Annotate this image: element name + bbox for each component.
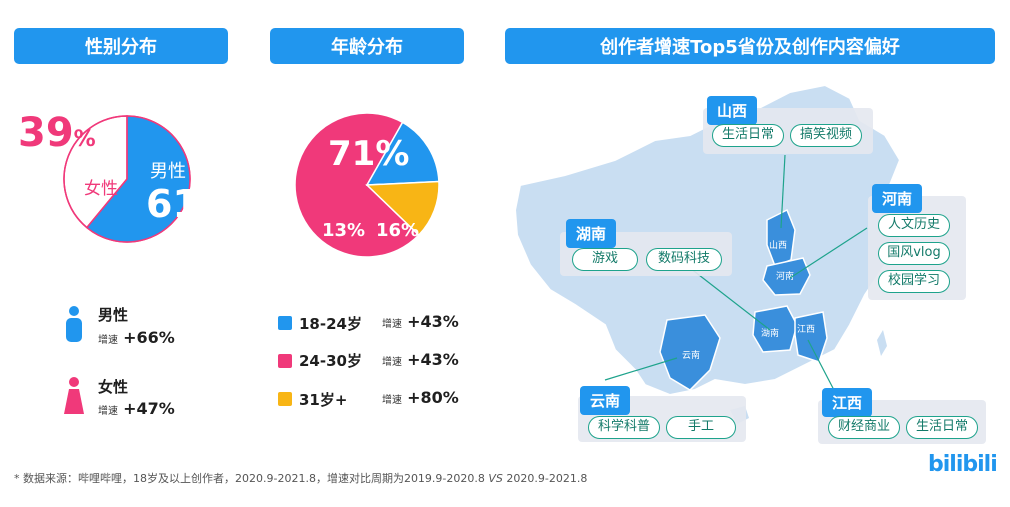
shanxi-tag-1: 生活日常 — [712, 124, 784, 147]
age-section-header: 年龄分布 — [270, 28, 464, 64]
map-label-jiangxi: 江西 — [797, 324, 815, 335]
taiwan-island — [877, 330, 887, 356]
legend-24-30-swatch — [278, 354, 292, 368]
data-source-footnote: * 数据来源：哔哩哔哩，18岁及以上创作者，2020.9-2021.8，增速对比… — [14, 470, 587, 486]
legend-male-growth-value: +66% — [123, 328, 175, 347]
map-label-henan: 河南 — [776, 270, 794, 282]
legend-18-24-growth: 增速 +43% — [382, 312, 459, 331]
map-label-yunnan: 云南 — [682, 349, 700, 361]
footnote-vs: VS — [488, 472, 503, 485]
province-hunan — [752, 305, 798, 353]
legend-24-30-label: 24-30岁 — [299, 352, 362, 370]
pie-slice-18-24 — [365, 121, 440, 186]
henan-label: 河南 — [872, 184, 923, 213]
legend-male-label: 男性 — [98, 306, 129, 324]
pie-slice-male — [85, 115, 191, 243]
jiangxi-tag-2: 生活日常 — [906, 416, 978, 439]
yunnan-label: 云南 — [580, 386, 631, 415]
map-label-hunan: 湖南 — [761, 327, 779, 339]
legend-18-24-growth-value: +43% — [407, 312, 459, 331]
legend-31-plus-swatch — [278, 392, 292, 406]
female-person-icon — [64, 377, 84, 414]
yunnan-tag-2: 手工 — [666, 416, 736, 439]
male-percent-unit: % — [198, 198, 221, 223]
legend-male-growth: 增速 +66% — [98, 328, 175, 347]
pie-slice-24-30 — [294, 112, 420, 258]
female-percent-label: 39% — [18, 110, 96, 156]
legend-24-30-growth-prefix: 增速 — [382, 357, 402, 368]
legend-female-growth-prefix: 增速 — [98, 406, 118, 417]
pie-slice-31-plus — [365, 180, 440, 237]
legend-18-24-swatch — [278, 316, 292, 330]
legend-female-growth: 增速 +47% — [98, 399, 175, 418]
gender-pie-chart — [63, 115, 191, 243]
henan-tag-2: 国风vlog — [878, 242, 950, 265]
male-person-icon — [66, 306, 82, 342]
connector-yunnan — [604, 357, 678, 381]
legend-31-plus-growth: 增速 +80% — [382, 388, 459, 407]
female-percent-unit: % — [73, 127, 96, 152]
bilibili-logo: bilibili — [928, 452, 998, 477]
footnote-period: 2020.9-2021.8 — [506, 472, 588, 485]
legend-24-30-growth-value: +43% — [407, 350, 459, 369]
jiangxi-tag-1: 财经商业 — [828, 416, 900, 439]
connector-henan — [789, 227, 868, 279]
legend-31-plus-label: 31岁+ — [299, 391, 348, 409]
age-slice-label-18-24: 16% — [376, 220, 420, 241]
map-label-shanxi: 山西 — [769, 240, 787, 251]
connector-lines — [604, 154, 868, 393]
connector-shanxi — [780, 154, 786, 229]
henan-tag-3: 校园学习 — [878, 270, 950, 293]
male-percent-label: 61% — [146, 182, 221, 226]
province-yunnan — [659, 314, 721, 391]
age-slice-label-31-plus: 13% — [322, 220, 366, 241]
legend-male-growth-prefix: 增速 — [98, 335, 118, 346]
legend-24-30-growth: 增速 +43% — [382, 350, 459, 369]
pie-slice-female — [63, 115, 128, 229]
hunan-label: 湖南 — [566, 219, 617, 248]
connector-hunan — [689, 267, 771, 331]
connector-jiangxi — [807, 339, 836, 393]
male-slice-label: 男性 — [150, 161, 186, 182]
legend-31-plus-growth-prefix: 增速 — [382, 395, 402, 406]
province-henan — [762, 257, 811, 296]
legend-18-24-label: 18-24岁 — [299, 315, 362, 333]
age-pie-chart — [294, 112, 440, 258]
hunan-tag-1: 游戏 — [572, 248, 638, 271]
male-percent-value: 61 — [146, 182, 199, 226]
shanxi-tag-2: 搞笑视频 — [790, 124, 862, 147]
province-jiangxi — [794, 311, 828, 363]
hunan-tag-2: 数码科技 — [646, 248, 722, 271]
legend-18-24-growth-prefix: 增速 — [382, 319, 402, 330]
female-percent-value: 39 — [18, 110, 74, 156]
henan-tag-1: 人文历史 — [878, 214, 950, 237]
legend-female-label: 女性 — [98, 378, 129, 396]
top5-section-header: 创作者增速Top5省份及创作内容偏好 — [505, 28, 995, 64]
footnote-text: * 数据来源：哔哩哔哩，18岁及以上创作者，2020.9-2021.8，增速对比… — [14, 472, 485, 485]
yunnan-tag-1: 科学科普 — [588, 416, 660, 439]
jiangxi-label: 江西 — [822, 388, 873, 417]
gender-section-header: 性别分布 — [14, 28, 228, 64]
female-slice-label: 女性 — [84, 179, 118, 199]
age-slice-label-24-30: 71% — [328, 134, 410, 174]
legend-31-plus-growth-value: +80% — [407, 388, 459, 407]
legend-female-growth-value: +47% — [123, 399, 175, 418]
shanxi-label: 山西 — [707, 96, 758, 125]
